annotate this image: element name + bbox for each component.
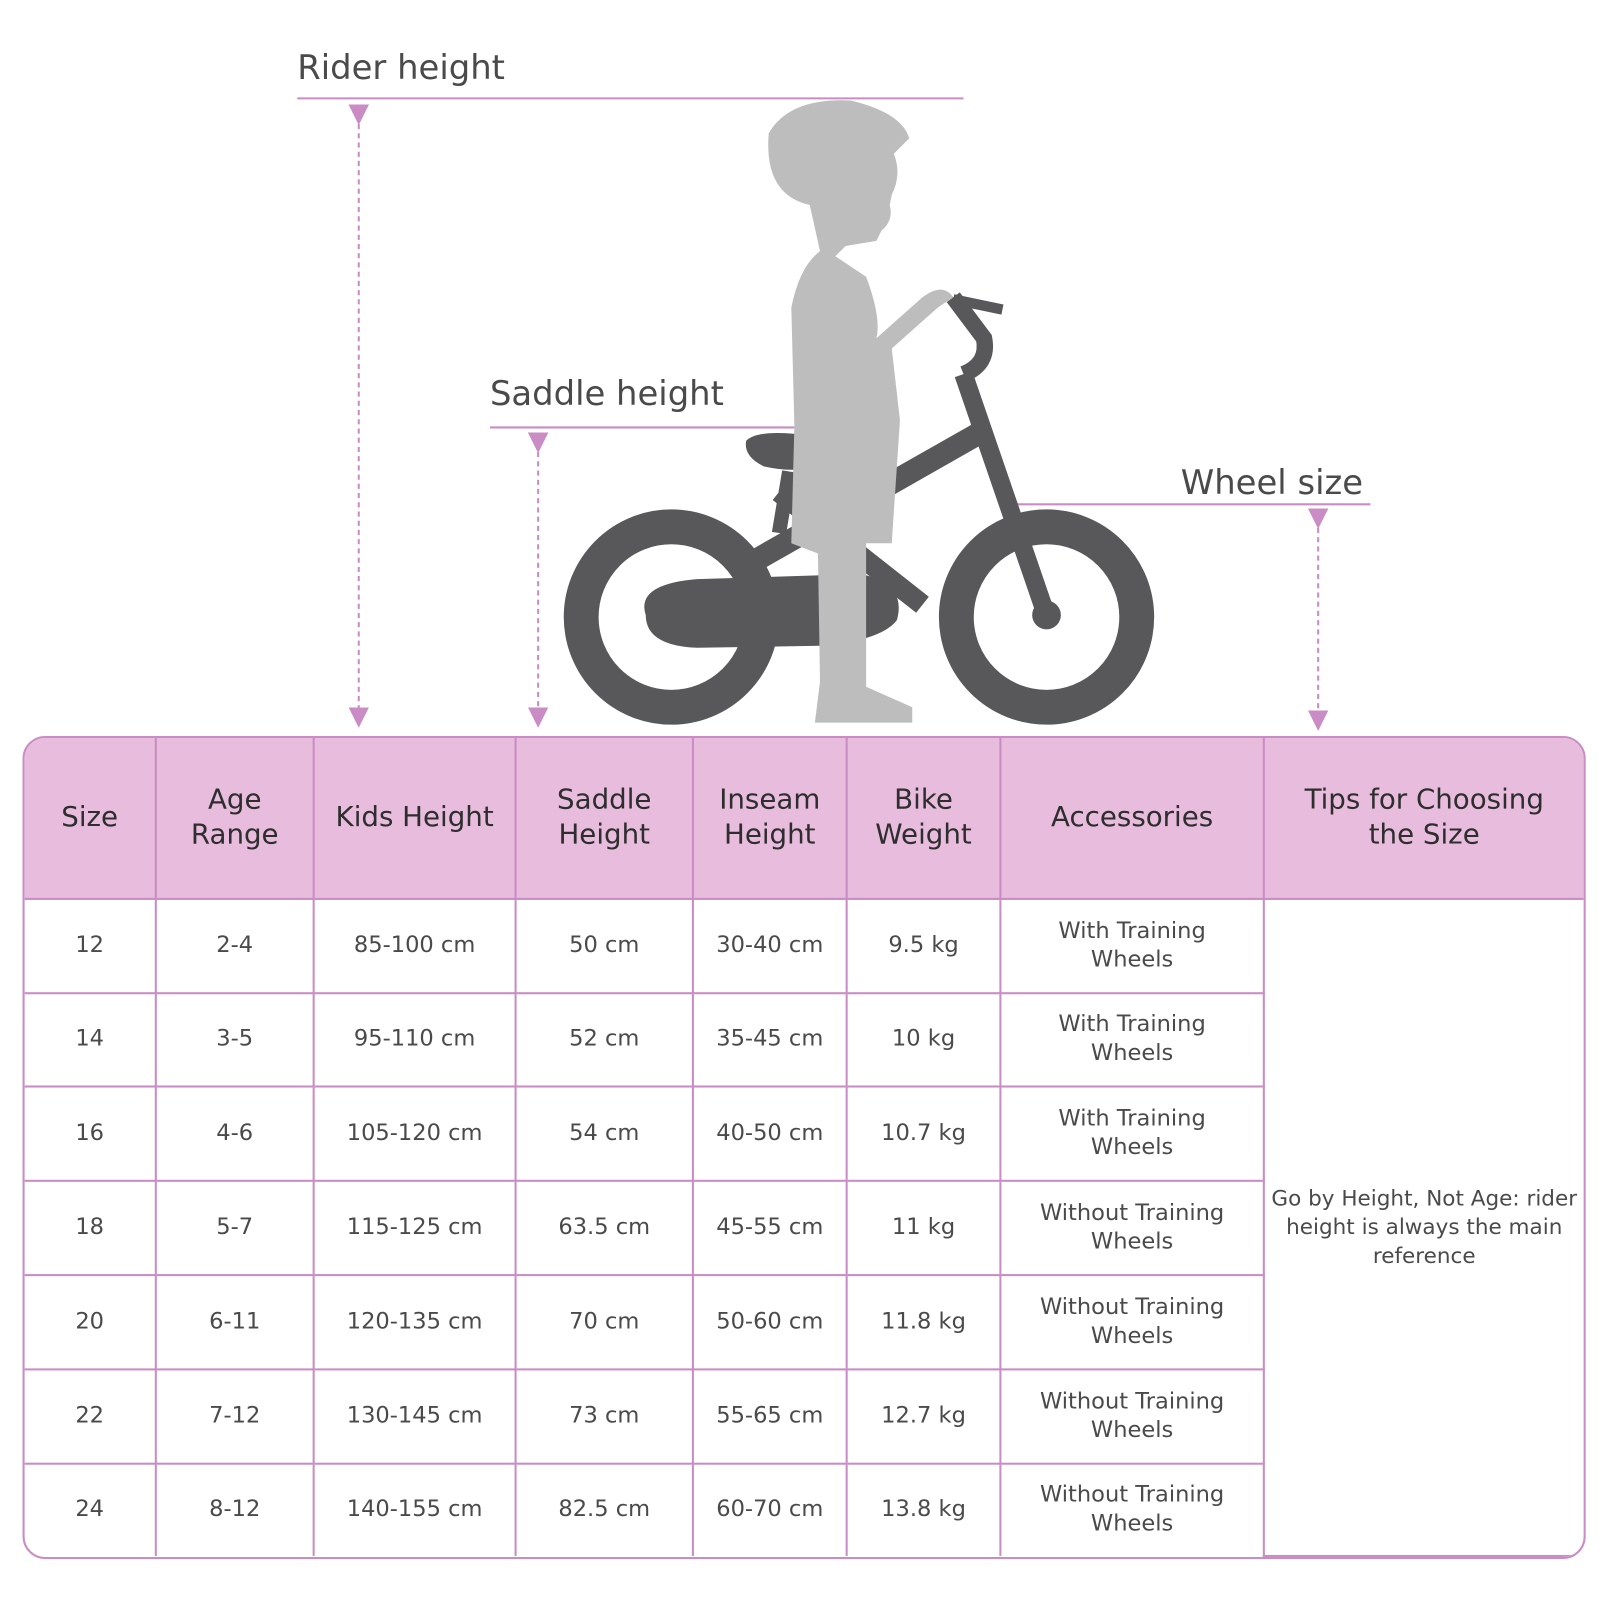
cell-age-range: 6-11 <box>154 1274 315 1371</box>
cell-inseam-height: 30-40 cm <box>691 897 848 994</box>
header-inseam-height: Inseam Height <box>691 738 848 900</box>
header-accessories: Accessories <box>999 738 1265 900</box>
cell-accessories: Without Training Wheels <box>999 1274 1264 1371</box>
cell-age-range: 5-7 <box>154 1180 315 1277</box>
wheel-size-measure <box>1014 503 1371 731</box>
table-row: 22 7-12 130-145 cm 73 cm 55-65 cm 12.7 kg With… <box>24 1368 1584 1465</box>
cell-size: 20 <box>24 1274 157 1371</box>
size-chart-table: Size Age Range Kids Height Saddle Height… <box>22 735 1586 1560</box>
table-row: 12 2-4 85-100 cm 50 cm 30-40 cm 9.5 kg With Tr… <box>24 897 1584 1557</box>
cell-bike-weight: 11 kg <box>845 1180 1002 1277</box>
table-row: 16 4-6 105-120 cm 54 cm 40-50 cm 10.7 kg With … <box>24 1085 1584 1183</box>
cell-saddle-height: 54 cm <box>514 1085 694 1183</box>
cell-age-range: 3-5 <box>154 991 315 1088</box>
cell-bike-weight: 10 kg <box>845 991 1002 1088</box>
table-header-row: Size Age Range Kids Height Saddle Height… <box>24 738 1584 900</box>
rider-height-measure <box>297 97 964 728</box>
wheel-size-label: Wheel size <box>1180 462 1364 503</box>
table-row: 20 6-11 120-135 cm 70 cm 50-60 cm 11.8 kg With… <box>24 1274 1584 1371</box>
cell-size: 22 <box>24 1368 157 1465</box>
cell-kids-height: 130-145 cm <box>312 1368 517 1465</box>
cell-kids-height: 85-100 cm <box>312 897 517 994</box>
cell-saddle-height: 70 cm <box>514 1274 694 1371</box>
cell-inseam-height: 55-65 cm <box>691 1368 848 1465</box>
cell-size: 14 <box>24 991 157 1088</box>
header-saddle-height: Saddle Height <box>514 738 694 900</box>
cell-accessories: With Training Wheels <box>999 897 1265 994</box>
cell-size: 16 <box>24 1085 157 1183</box>
child-silhouette-icon <box>768 100 954 723</box>
header-age-range: Age Range <box>154 738 315 900</box>
cell-inseam-height: 60-70 cm <box>691 1462 848 1556</box>
saddle-height-measure <box>489 426 795 728</box>
cell-accessories: Without Training Wheels <box>999 1368 1264 1465</box>
cell-bike-weight: 12.7 kg <box>845 1368 1002 1465</box>
header-kids-height: Kids Height <box>312 738 517 900</box>
cell-size: 24 <box>24 1462 157 1556</box>
cell-accessories: Without Training Wheels <box>999 1462 1264 1556</box>
cell-bike-weight: 10.7 kg <box>845 1085 1002 1183</box>
table-row: 14 3-5 95-110 cm 52 cm 35-45 cm 10 kg With Tra… <box>24 991 1584 1088</box>
header-tips: Tips for Choosing the Size <box>1262 738 1584 900</box>
header-size: Size <box>24 738 157 900</box>
table-row: 24 8-12 140-155 cm 82.5 cm 60-70 cm 13.8 kg Wi… <box>24 1462 1584 1556</box>
cell-saddle-height: 63.5 cm <box>514 1180 694 1277</box>
cell-age-range: 7-12 <box>154 1368 315 1465</box>
cell-age-range: 8-12 <box>154 1462 315 1556</box>
saddle-height-label: Saddle height <box>489 373 724 414</box>
cell-inseam-height: 40-50 cm <box>691 1085 848 1183</box>
cell-accessories: Without Training Wheels <box>999 1180 1264 1277</box>
cell-kids-height: 140-155 cm <box>312 1462 517 1556</box>
table-row: 18 5-7 115-125 cm 63.5 cm 45-55 cm 11 kg Witho… <box>24 1180 1584 1277</box>
cell-kids-height: 95-110 cm <box>312 991 517 1088</box>
cell-bike-weight: 9.5 kg <box>845 897 1002 994</box>
cell-accessories: With Training Wheels <box>999 1085 1264 1183</box>
cell-saddle-height: 73 cm <box>514 1368 694 1465</box>
cell-size: 12 <box>24 897 157 994</box>
cell-kids-height: 105-120 cm <box>312 1085 517 1183</box>
cell-saddle-height: 82.5 cm <box>514 1462 694 1556</box>
cell-saddle-height: 52 cm <box>514 991 694 1088</box>
header-bike-weight: Bike Weight <box>845 738 1002 900</box>
cell-bike-weight: 13.8 kg <box>845 1462 1002 1556</box>
cell-kids-height: 115-125 cm <box>312 1180 517 1277</box>
cell-inseam-height: 50-60 cm <box>691 1274 848 1371</box>
cell-accessories: With Training Wheels <box>999 991 1264 1088</box>
cell-saddle-height: 50 cm <box>514 897 694 994</box>
cell-size: 18 <box>24 1180 157 1277</box>
cell-age-range: 4-6 <box>154 1085 315 1183</box>
cell-tips: Go by Height, Not Age: rider height is a… <box>1262 897 1584 1557</box>
cell-inseam-height: 45-55 cm <box>691 1180 848 1277</box>
cell-inseam-height: 35-45 cm <box>691 991 848 1088</box>
cell-age-range: 2-4 <box>154 897 315 994</box>
cell-kids-height: 120-135 cm <box>312 1274 517 1371</box>
rider-height-label: Rider height <box>297 47 505 88</box>
cell-bike-weight: 11.8 kg <box>845 1274 1002 1371</box>
